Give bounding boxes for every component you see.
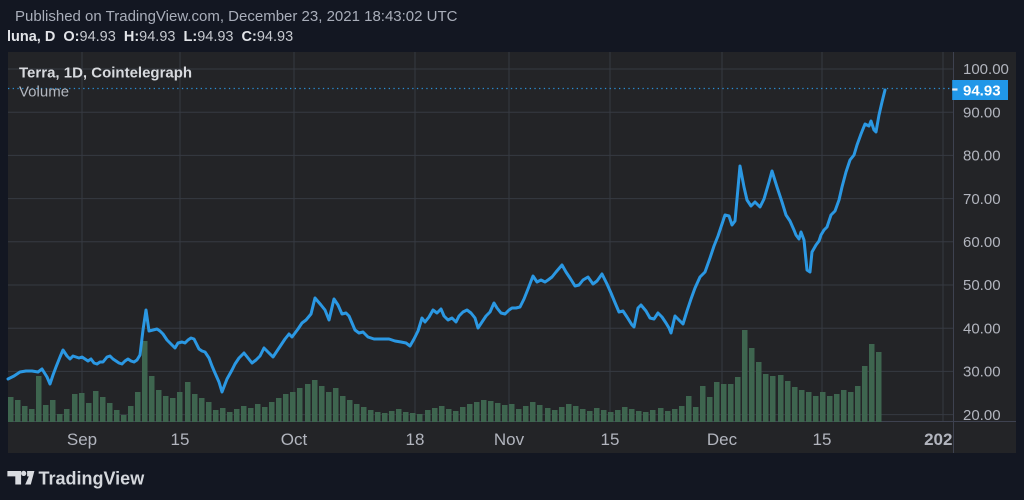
svg-text:15: 15 [601,430,620,449]
svg-text:18: 18 [406,430,425,449]
svg-text:40.00: 40.00 [963,320,1001,337]
svg-text:90.00: 90.00 [963,104,1001,121]
svg-text:Volume: Volume [19,84,69,101]
svg-text:60.00: 60.00 [963,234,1001,251]
svg-text:2022: 2022 [924,430,962,449]
svg-text:Nov: Nov [494,430,525,449]
svg-text:15: 15 [813,430,832,449]
svg-text:Terra, 1D, Cointelegraph: Terra, 1D, Cointelegraph [19,65,192,82]
svg-text:50.00: 50.00 [963,277,1001,294]
svg-text:100.00: 100.00 [963,61,1009,78]
svg-text:Dec: Dec [707,430,738,449]
svg-text:15: 15 [171,430,190,449]
svg-text:70.00: 70.00 [963,191,1001,208]
svg-text:Oct: Oct [281,430,308,449]
svg-text:Sep: Sep [67,430,97,449]
svg-text:20.00: 20.00 [963,407,1001,424]
svg-text:TradingView: TradingView [39,469,146,489]
svg-text:30.00: 30.00 [963,364,1001,381]
svg-text:94.93: 94.93 [963,82,1001,99]
svg-text:80.00: 80.00 [963,148,1001,165]
